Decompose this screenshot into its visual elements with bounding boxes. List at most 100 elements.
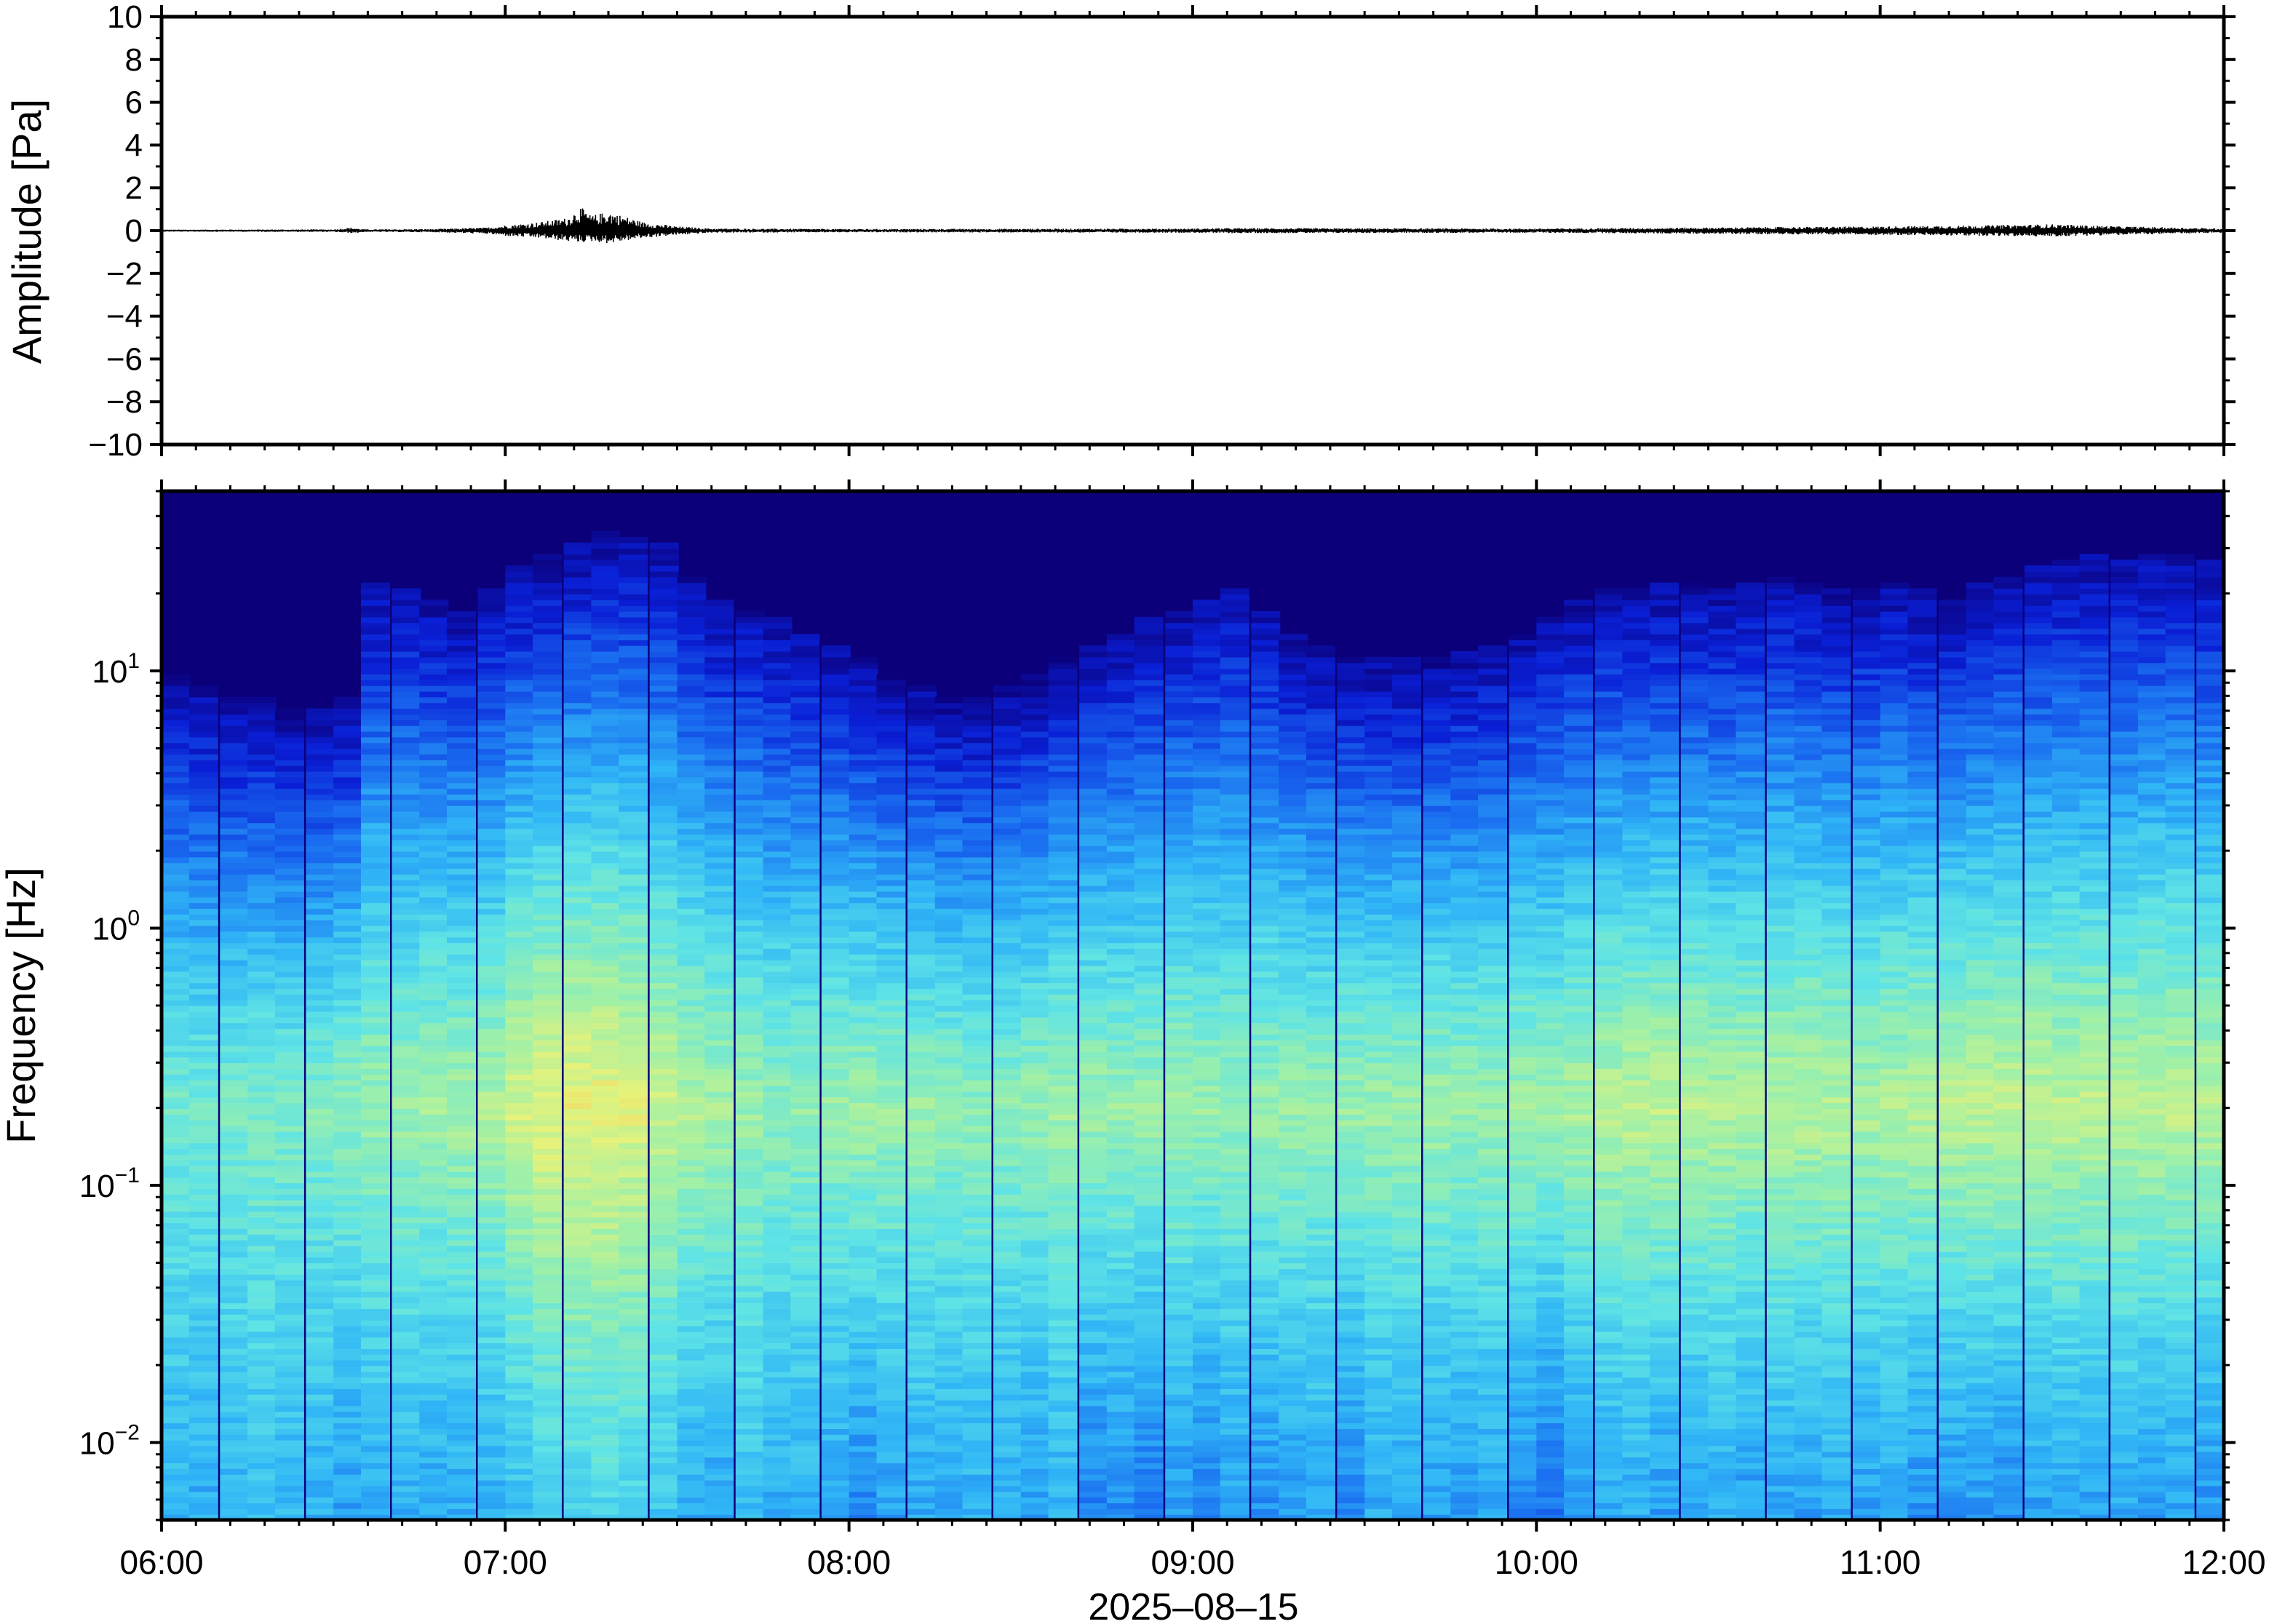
spectrogram-cell <box>361 1000 390 1006</box>
spectrogram-cell <box>677 988 707 995</box>
spectrogram-cell <box>849 1382 878 1389</box>
spectrogram-cell <box>247 1268 277 1275</box>
spectrogram-cell <box>934 1371 964 1378</box>
spectrogram-cell <box>274 1342 304 1349</box>
spectrogram-cell <box>447 1388 476 1395</box>
spectrogram-cell <box>505 754 535 760</box>
spectrogram-cell <box>677 1028 707 1035</box>
spectrogram-cell <box>419 1497 449 1504</box>
spectrogram-cell <box>619 1502 648 1509</box>
spectrogram-cell <box>619 1274 648 1281</box>
spectrogram-cell <box>649 1394 679 1401</box>
spectrogram-cell <box>934 914 964 920</box>
spectrogram-cell <box>876 862 906 869</box>
spectrogram-cell <box>649 1337 679 1344</box>
spectrogram-cell <box>533 1382 563 1389</box>
spectrogram-cell <box>533 1320 563 1326</box>
spectrogram-cell <box>505 874 535 880</box>
spectrogram-cell <box>934 748 964 755</box>
spectrogram-cell <box>677 771 707 778</box>
spectrogram-cell <box>306 782 335 789</box>
spectrogram-cell <box>247 1028 277 1035</box>
spectrogram-cell <box>505 1280 535 1286</box>
spectrogram-cell <box>934 1434 964 1441</box>
spectrogram-cell <box>876 674 906 680</box>
spectrogram-cell <box>447 891 476 898</box>
spectrogram-cell <box>274 1222 304 1229</box>
spectrogram-cell <box>907 1451 937 1458</box>
spectrogram-cell <box>188 942 218 950</box>
spectrogram-cell <box>563 1034 593 1040</box>
spectrogram-cell <box>735 942 765 950</box>
spectrogram-cell <box>934 1205 964 1212</box>
spectrogram-cell <box>677 1485 707 1492</box>
spectrogram-cell <box>220 868 250 875</box>
spectrogram-cell <box>934 954 964 960</box>
spectrogram-cell <box>1020 1485 1050 1492</box>
spectrogram-cell <box>220 1096 250 1104</box>
spectrogram-cell <box>876 1474 906 1481</box>
spectrogram-cell <box>649 582 679 589</box>
spectrogram-cell <box>619 662 648 669</box>
spectrogram-cell <box>306 1388 335 1395</box>
spectrogram-cell <box>763 685 792 692</box>
spectrogram-cell <box>934 1394 964 1401</box>
spectrogram-cell <box>162 690 191 698</box>
spectrogram-cell <box>849 1302 878 1309</box>
spectrogram-cell <box>419 662 449 669</box>
spectrogram-cell <box>361 1051 390 1058</box>
spectrogram-cell <box>993 1422 1022 1429</box>
spectrogram-cell <box>876 748 906 755</box>
spectrogram-cell <box>704 1142 734 1149</box>
spectrogram-cell <box>962 840 992 846</box>
spectrogram-cell <box>790 1051 820 1058</box>
spectrogram-cell <box>533 1360 563 1366</box>
spectrogram-cell <box>763 662 792 669</box>
spectrogram-cell <box>763 1337 792 1344</box>
spectrogram-cell <box>876 1400 906 1406</box>
spectrogram-cell <box>447 725 476 732</box>
spectrogram-cell <box>649 1468 679 1475</box>
spectrogram-cell <box>677 936 707 944</box>
spectrogram-cell <box>876 1108 906 1115</box>
spectrogram-cell <box>1020 1080 1050 1086</box>
spectrogram-cell <box>188 1462 218 1469</box>
spectrogram-cell <box>849 988 878 995</box>
spectrogram-cell <box>447 966 476 972</box>
spectrogram-cell <box>849 765 878 772</box>
spectrogram-cell <box>907 931 937 938</box>
amplitude-tick-label: −8 <box>106 384 143 420</box>
spectrogram-cell <box>821 1320 851 1326</box>
spectrogram-cell <box>907 1291 937 1298</box>
spectrogram-cell <box>1020 1205 1050 1212</box>
spectrogram-cell <box>704 1051 734 1058</box>
spectrogram-cell <box>790 1217 820 1224</box>
spectrogram-cell <box>821 1417 851 1424</box>
spectrogram-cell <box>306 1114 335 1121</box>
spectrogram-cell <box>821 1451 851 1458</box>
spectrogram-cell <box>188 771 218 778</box>
spectrogram-cell <box>735 834 765 840</box>
spectrogram-cell <box>821 1091 851 1098</box>
spectrogram-cell <box>649 776 679 784</box>
spectrogram-cell <box>876 1234 906 1241</box>
spectrogram-cell <box>934 794 964 800</box>
spectrogram-cell <box>962 908 992 915</box>
spectrogram-cell <box>333 1182 363 1189</box>
spectrogram-cell <box>993 1108 1022 1115</box>
spectrogram-cell <box>220 1114 250 1121</box>
spectrogram-cell <box>962 1382 992 1389</box>
spectrogram-cell <box>563 1377 593 1384</box>
spectrogram-cell <box>821 765 851 772</box>
spectrogram-cell <box>563 1166 593 1172</box>
spectrogram-cell <box>361 885 390 892</box>
spectrogram-cell <box>876 1457 906 1464</box>
spectrogram-cell <box>649 1046 679 1052</box>
spectrogram-cell <box>162 931 191 938</box>
spectrogram-cell <box>962 1400 992 1406</box>
spectrogram-cell <box>907 966 937 972</box>
spectrogram-cell <box>763 1051 792 1058</box>
spectrogram-cell <box>477 1445 507 1452</box>
spectrogram-cell <box>477 868 507 875</box>
spectrogram-cell <box>392 594 421 600</box>
